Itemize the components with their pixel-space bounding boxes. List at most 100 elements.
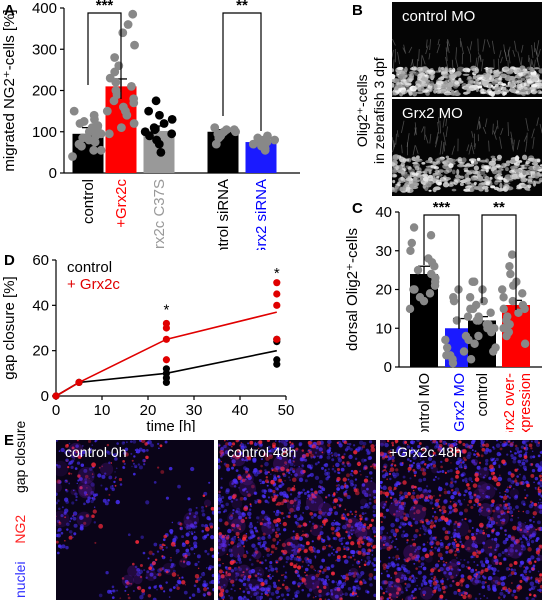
ng2-signal [526,530,529,533]
nucleus-signal [324,471,329,476]
nucleus-signal [218,527,220,530]
cell-signal [415,179,420,183]
fluorescence-control-48h: control 48h [218,440,376,600]
ng2-signal [522,510,525,513]
nucleus-signal [509,518,514,522]
nucleus-signal [284,571,288,574]
nucleus-signal [477,580,482,584]
nucleus-signal [338,580,342,585]
process-signal [412,145,416,156]
cell-signal [494,86,499,92]
ng2-signal [462,442,466,447]
process-signal [500,127,504,135]
nucleus-signal [187,497,191,501]
nucleus-signal [321,558,326,563]
nucleus-signal [517,521,522,526]
ng2-signal [274,547,278,551]
ng2-signal [268,454,274,460]
cell-signal [483,165,492,169]
nucleus-signal [414,550,417,553]
process-signal [447,38,450,46]
nucleus-signal [364,581,367,585]
nucleus-signal [108,461,111,465]
ng2-signal [320,525,322,527]
process-signal [536,57,540,68]
ng2-signal [277,579,280,582]
nucleus-signal [88,450,92,454]
nucleus-signal [507,444,510,447]
ng2-signal [179,522,183,526]
nucleus-signal [327,468,330,471]
nucleus-signal [495,457,499,462]
nucleus-signal [57,544,62,548]
nucleus-signal [56,440,59,442]
nucleus-signal [343,453,346,456]
cell-signal [501,162,507,169]
ng2-signal [305,452,310,457]
nucleus-signal [532,564,536,568]
nucleus-signal [395,472,400,477]
nucleus-signal [72,516,77,521]
nucleus-signal [350,469,354,473]
nucleus-signal [343,465,346,468]
nucleus-signal [456,446,459,448]
nucleus-signal [512,508,515,511]
nucleus-signal [522,535,526,539]
ng2-signal [291,442,294,445]
nucleus-signal [66,522,70,527]
nucleus-signal [288,452,291,455]
nucleus-signal [176,552,178,555]
nucleus-signal [286,593,290,597]
nucleus-signal [233,479,238,485]
nucleus-signal [218,573,221,578]
ng2-signal [411,538,414,541]
ng2-signal [393,571,398,575]
nucleus-signal [340,594,342,597]
data-point [96,145,106,155]
nucleus-signal [422,460,425,464]
ng2-signal [258,440,263,445]
ng2-signal [437,552,443,558]
cell-signal [521,154,528,160]
ng2-signal [527,547,532,552]
data-point [159,119,169,128]
ng2-signal [317,537,321,541]
nucleus-signal [494,459,497,462]
nucleus-signal [354,515,357,518]
ng2-signal [454,553,457,557]
nucleus-signal [350,533,353,536]
nucleus-signal [244,478,247,481]
ng2-signal [236,448,241,453]
nucleus-signal [499,453,502,456]
ng2-signal [159,444,163,448]
ng2-signal [428,495,434,500]
ng2-signal [251,484,255,489]
nucleus-signal [60,447,65,453]
cell-signal [453,179,459,186]
ng2-signal [143,460,146,463]
ng2-signal [257,499,262,504]
nucleus-signal [330,593,334,596]
ng2-signal [406,559,409,563]
nucleus-signal [410,579,415,584]
nucleus-signal [230,569,235,573]
overlay-signal [477,481,489,493]
ng2-signal [401,598,403,600]
nucleus-signal [254,492,257,495]
overlay-signal [132,574,143,585]
ng2-signal [343,554,347,559]
nucleus-signal [324,579,327,582]
nucleus-signal [520,573,524,577]
ng2-signal [64,516,67,519]
process-signal [484,118,488,128]
nucleus-signal [450,477,454,481]
ng2-signal [304,582,307,586]
cell-signal [533,173,540,179]
ng2-signal [395,528,399,533]
y-tick-label: 0 [41,388,49,405]
nucleus-signal [235,572,238,575]
nucleus-signal [398,504,403,509]
ng2-signal [313,568,315,570]
ng2-signal [468,499,473,504]
cell-signal [481,88,485,93]
